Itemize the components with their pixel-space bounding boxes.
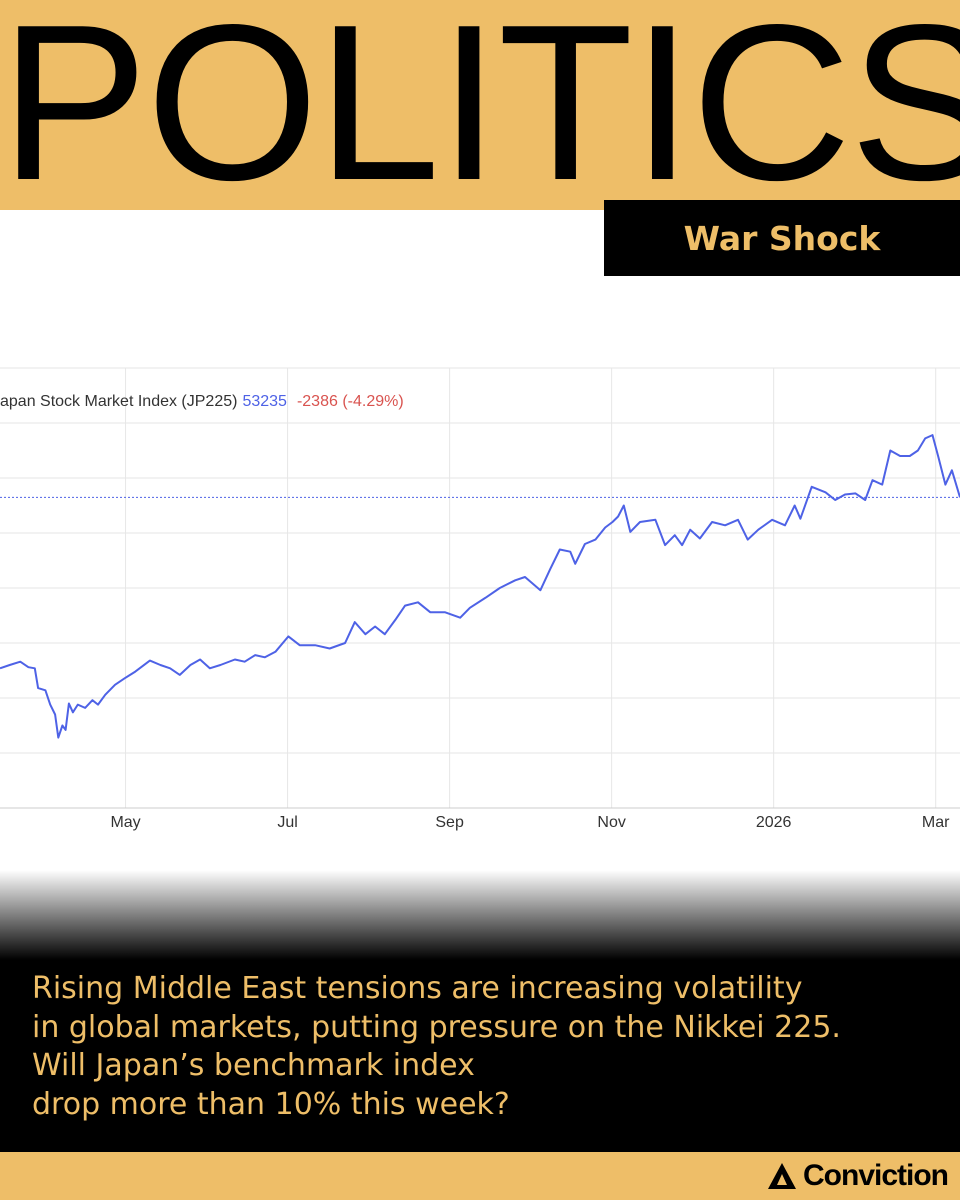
description-line: in global markets, putting pressure on t… (32, 1009, 841, 1045)
tag: War Shock (604, 200, 960, 276)
footer: Conviction (0, 1152, 960, 1200)
x-tick-label: Jul (277, 814, 297, 831)
x-tick-label: Sep (435, 814, 464, 831)
legend-label: apan Stock Market Index (JP225) (0, 393, 237, 410)
chart: May Jul Sep Nov 2026 Mar apan Stock Market Ind… (0, 367, 960, 831)
brand-name: Conviction (803, 1159, 949, 1192)
x-tick-label: May (110, 814, 140, 831)
legend: apan Stock Market Index (JP225) 53235 -238… (0, 393, 404, 410)
price-line (0, 434, 960, 739)
legend-last-value: 53235 (242, 393, 287, 410)
gradient-overlay (0, 870, 960, 1152)
x-tick-label: Nov (597, 814, 625, 831)
category-title: POLITICS (0, 0, 960, 210)
brand: Conviction (767, 1159, 949, 1193)
description-line: Rising Middle East tensions are increasi… (32, 971, 803, 1006)
legend-change: -2386 (-4.29%) (297, 393, 404, 410)
header: POLITICS (0, 0, 960, 210)
description-line: drop more than 10% this week? (32, 1086, 510, 1122)
description-line: Will Japan’s benchmark index (32, 1048, 475, 1083)
x-tick-label: Mar (922, 814, 950, 831)
brand-logo (768, 1163, 796, 1189)
description: Rising Middle East tensions are increasi… (32, 970, 841, 1124)
x-tick-label: 2026 (756, 814, 792, 831)
